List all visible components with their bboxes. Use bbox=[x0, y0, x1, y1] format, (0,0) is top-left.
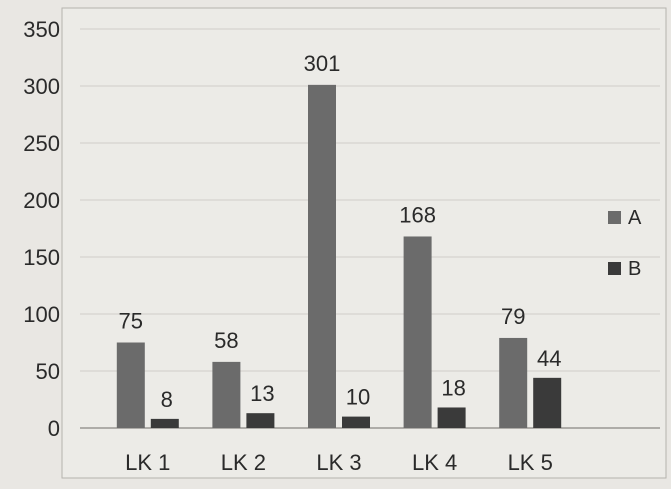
legend: AB bbox=[608, 207, 642, 280]
bar-a bbox=[212, 361, 241, 428]
bar-b bbox=[437, 407, 466, 428]
y-tick-label: 200 bbox=[23, 188, 60, 213]
bar-b bbox=[342, 416, 370, 428]
y-tick-label: 150 bbox=[23, 245, 60, 270]
x-tick-label: LK 5 bbox=[508, 450, 553, 475]
data-label: 8 bbox=[161, 387, 173, 412]
bar-b bbox=[150, 418, 179, 428]
y-tick-label: 250 bbox=[23, 131, 60, 156]
bars bbox=[116, 84, 562, 429]
bar-a bbox=[499, 337, 528, 428]
y-tick-label: 50 bbox=[36, 359, 60, 384]
bar-b bbox=[246, 413, 275, 428]
y-axis-ticks: 0 50 100 150 200 250 300 350 bbox=[23, 17, 60, 441]
data-label: 10 bbox=[346, 385, 370, 410]
x-tick-label: LK 2 bbox=[221, 450, 266, 475]
data-labels: 75 8 58 13 301 10 168 18 79 44 bbox=[119, 51, 562, 412]
data-label: 18 bbox=[441, 375, 465, 400]
data-label: 79 bbox=[501, 304, 525, 329]
x-axis-ticks: LK 1 LK 2 LK 3 LK 4 LK 5 bbox=[125, 450, 553, 475]
x-tick-label: LK 1 bbox=[125, 450, 170, 475]
data-label: 75 bbox=[119, 309, 143, 334]
gridlines bbox=[80, 28, 660, 429]
bar-a bbox=[403, 236, 432, 428]
data-label: 13 bbox=[250, 381, 274, 406]
data-label: 44 bbox=[537, 346, 561, 371]
bar-a bbox=[116, 342, 145, 428]
legend-label: A bbox=[628, 207, 642, 229]
data-label: 168 bbox=[399, 202, 436, 227]
bar-b bbox=[533, 377, 562, 428]
y-tick-label: 100 bbox=[23, 302, 60, 327]
bar-a bbox=[308, 84, 336, 429]
y-tick-label: 0 bbox=[48, 416, 60, 441]
data-label: 58 bbox=[214, 328, 238, 353]
legend-swatch bbox=[608, 262, 621, 275]
legend-label: B bbox=[628, 258, 641, 280]
x-tick-label: LK 4 bbox=[412, 450, 457, 475]
data-label: 301 bbox=[304, 51, 341, 76]
y-tick-label: 350 bbox=[23, 17, 60, 42]
x-tick-label: LK 3 bbox=[316, 450, 361, 475]
y-tick-label: 300 bbox=[23, 74, 60, 99]
legend-swatch bbox=[608, 211, 621, 224]
